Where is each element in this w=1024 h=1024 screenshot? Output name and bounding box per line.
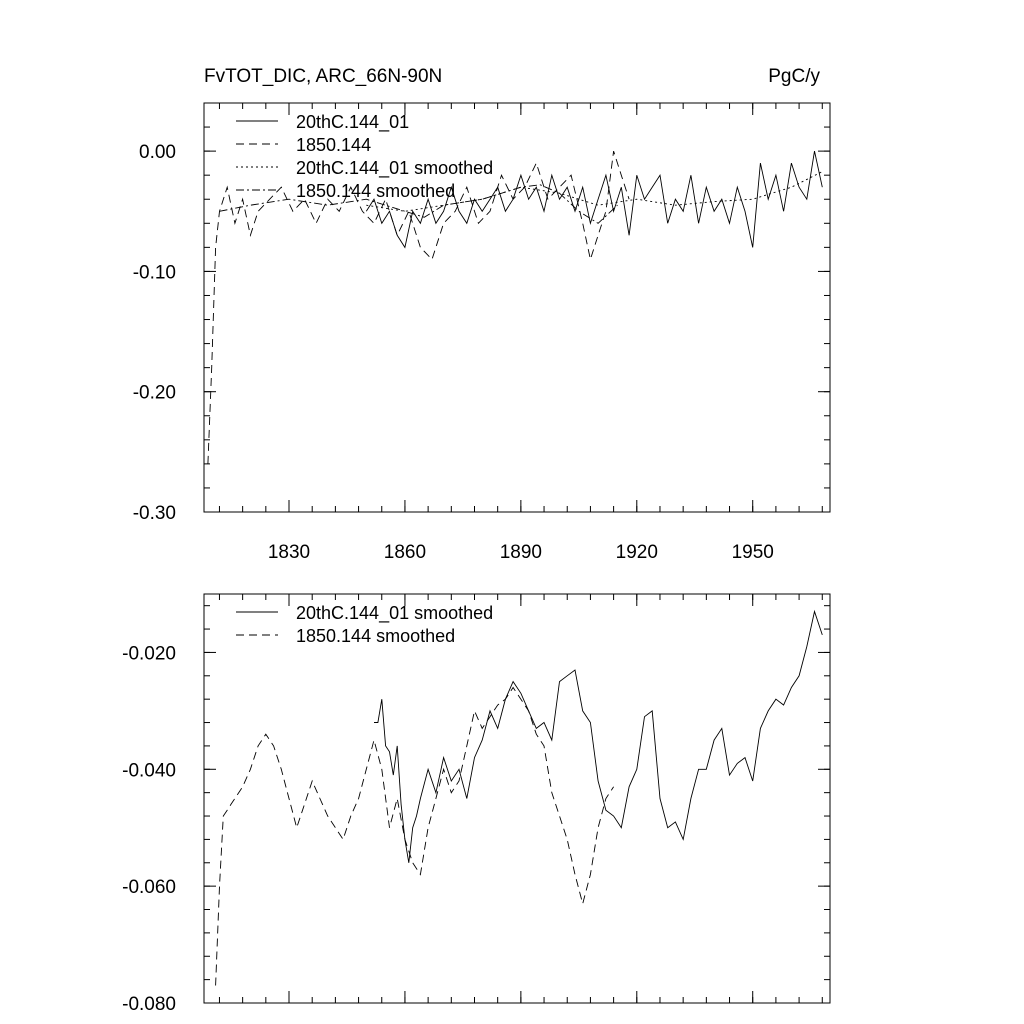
x-tick-label: 1920 xyxy=(616,542,658,563)
legend-label: 20thC.144_01 xyxy=(296,112,409,133)
legend-label: 1850.144 xyxy=(296,135,371,155)
legend-label: 20thC.144_01 smoothed xyxy=(296,603,493,624)
y-tick-label: 0.00 xyxy=(139,142,176,163)
x-tick-label: 1890 xyxy=(500,542,542,563)
series-line xyxy=(365,151,823,249)
y-tick-label: -0.30 xyxy=(133,503,176,524)
series-line xyxy=(215,686,614,986)
y-tick-label: -0.020 xyxy=(122,643,176,664)
x-tick-label: 1860 xyxy=(384,542,426,563)
y-tick-label: -0.10 xyxy=(133,262,176,283)
chart-title: FvTOT_DIC, ARC_66N-90N xyxy=(204,66,442,87)
series-line xyxy=(374,609,823,863)
legend-label: 1850.144 smoothed xyxy=(296,181,455,201)
y-tick-label: -0.060 xyxy=(122,877,176,898)
chart-units: PgC/y xyxy=(768,66,820,87)
plot-frame xyxy=(203,593,831,1004)
series-line xyxy=(219,184,618,224)
series-line xyxy=(207,150,630,464)
y-tick-label: -0.040 xyxy=(122,760,176,781)
plot-frame xyxy=(203,102,831,513)
top-panel: -0.30 -0.20 -0.10 0.00 1830 1860 1890 1920 1950 2… xyxy=(133,102,831,563)
x-tick-label: 1830 xyxy=(268,542,310,563)
legend-label: 20thC.144_01 smoothed xyxy=(296,158,493,179)
y-tick-label: -0.080 xyxy=(122,994,176,1015)
legend-label: 1850.144 smoothed xyxy=(296,626,455,646)
bottom-panel: -0.080 -0.060 -0.040 -0.020 20thC.144_01 smo… xyxy=(122,593,831,1015)
y-tick-label: -0.20 xyxy=(133,383,176,404)
x-tick-label: 1950 xyxy=(732,542,774,563)
